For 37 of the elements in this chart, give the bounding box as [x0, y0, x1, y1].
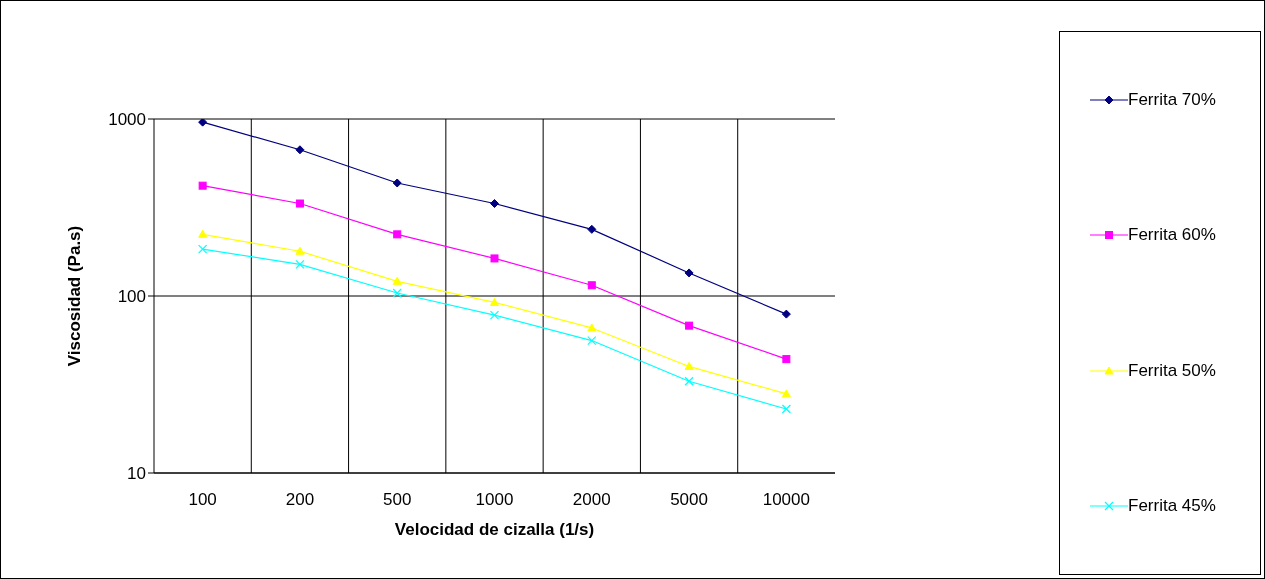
point	[490, 254, 499, 263]
point	[198, 181, 207, 190]
point	[587, 323, 597, 332]
point	[587, 224, 597, 234]
legend-label: Ferrita 70%	[1128, 89, 1216, 110]
point	[198, 229, 208, 238]
point	[684, 361, 694, 370]
x-tick-label: 500	[383, 490, 412, 510]
point	[685, 321, 694, 330]
y-axis-title: Viscosidad (Pa.s)	[65, 225, 85, 367]
point	[781, 389, 791, 398]
y-tick-label: 10	[127, 464, 146, 484]
legend-label: Ferrita 45%	[1128, 496, 1216, 517]
x-axis-title: Velocidad de cizalla (1/s)	[394, 520, 595, 539]
point	[198, 119, 208, 127]
x-tick-label: 2000	[572, 490, 611, 510]
point	[781, 309, 791, 319]
point	[490, 297, 499, 306]
point	[295, 199, 304, 208]
y-tick-label: 100	[117, 287, 146, 307]
y-tick-label: 1000	[108, 110, 146, 130]
point	[490, 199, 499, 209]
point	[587, 281, 596, 290]
x-tick-label: 100	[188, 490, 217, 510]
point	[295, 246, 305, 255]
x-tick-label: 10000	[762, 490, 810, 510]
x-tick-label: 200	[285, 490, 315, 510]
x-tick-label: 1000	[475, 490, 514, 510]
point	[393, 230, 402, 239]
legend-label: Ferrita 50%	[1128, 360, 1216, 381]
point	[782, 355, 791, 364]
point	[684, 268, 694, 278]
legend-label: Ferrita 60%	[1128, 225, 1216, 246]
point	[295, 145, 305, 155]
point	[392, 178, 402, 188]
x-tick-label: 5000	[670, 490, 708, 510]
point	[392, 276, 402, 285]
